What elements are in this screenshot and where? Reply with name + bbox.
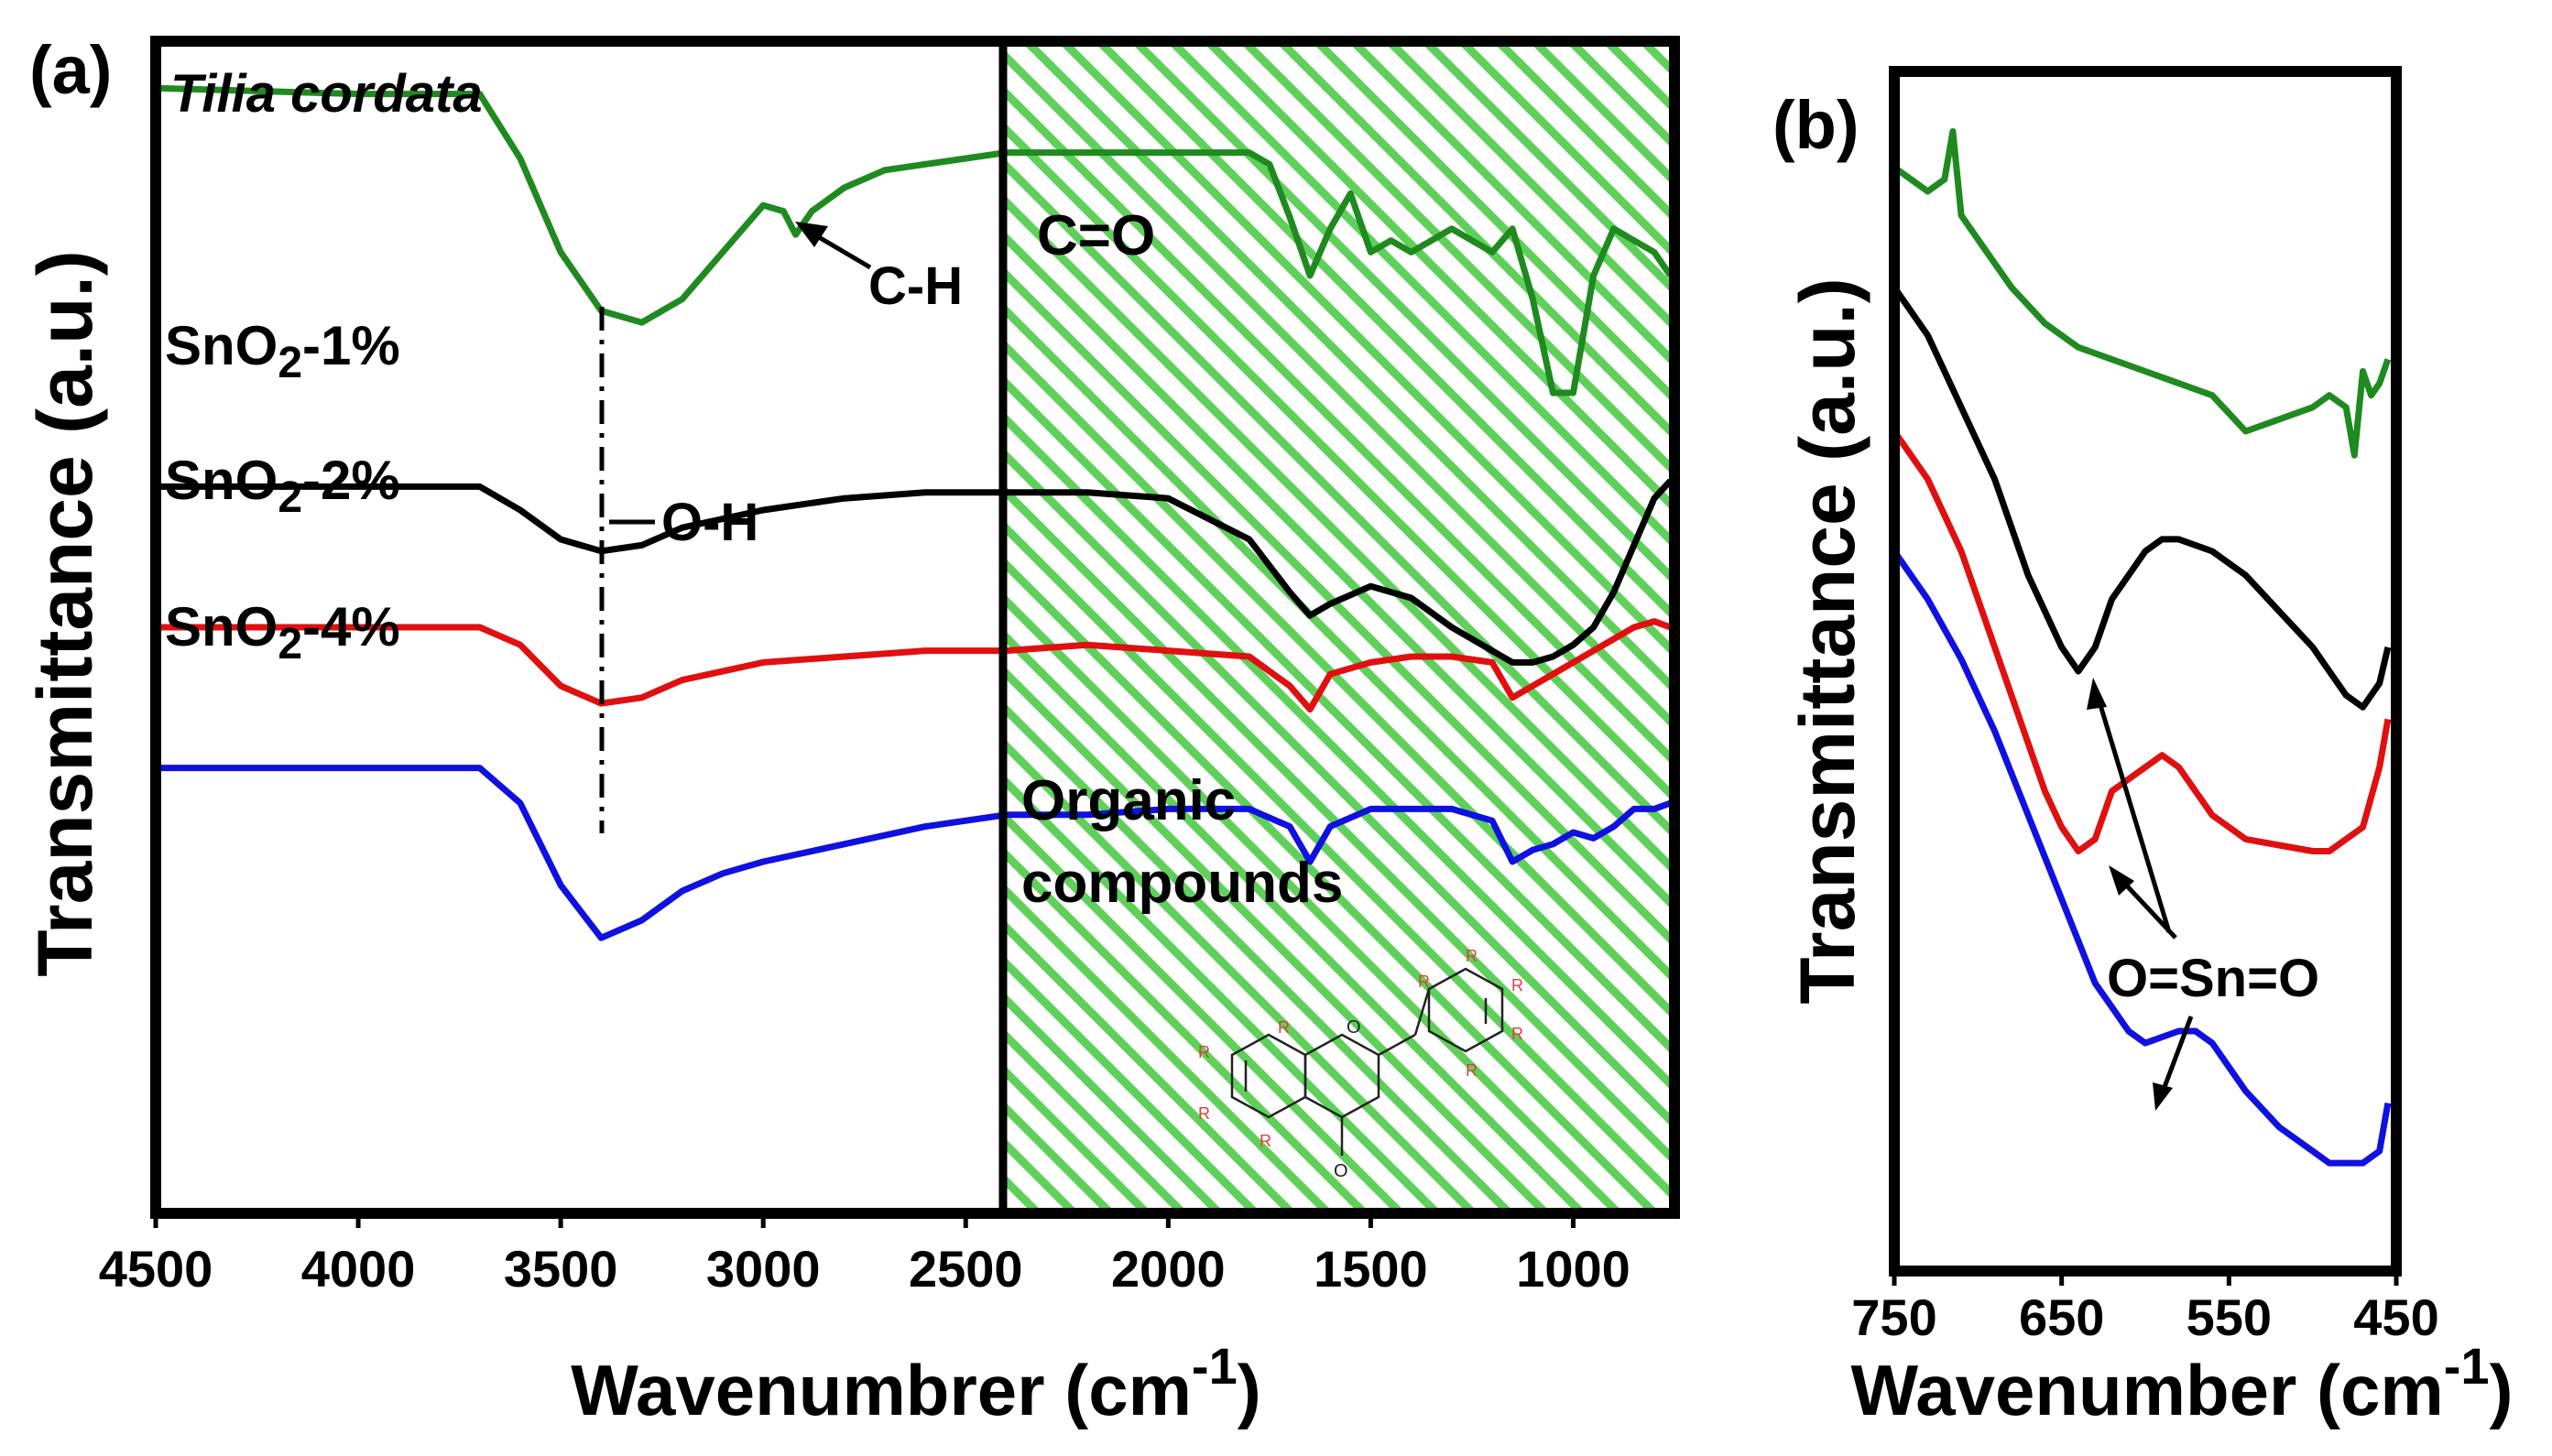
series-label-sno2-4: SnO2-4% — [165, 596, 400, 668]
svg-text:R: R — [1198, 1043, 1210, 1061]
sno-arrow-3-line — [2159, 1016, 2194, 1095]
panel-a-tick-label-0: 4500 — [99, 1240, 213, 1298]
sno-arrow-2-line — [2119, 877, 2177, 940]
panel-b-y-axis-label: Transmittance (a.u.) — [1784, 277, 1870, 1005]
panel-b-frame — [1889, 66, 2402, 1277]
series-label-sno2-1: SnO2-1% — [165, 315, 400, 387]
panel-b-series-line-0 — [1892, 128, 2392, 459]
panel-a-series-line-3 — [156, 765, 1672, 941]
sno-arrow-1-head — [2087, 678, 2107, 710]
annotation-compounds: compounds — [1021, 852, 1343, 915]
panel-a-tick-label-7: 1000 — [1516, 1240, 1630, 1298]
svg-text:R: R — [1511, 1025, 1523, 1043]
panel-b-label: (b) — [1772, 87, 1859, 163]
panel-a-frame — [150, 36, 1680, 1219]
panel-a-tick-label-4: 2500 — [909, 1240, 1023, 1298]
series-label-sno2-2: SnO2-2% — [165, 450, 400, 522]
svg-text:R: R — [1418, 972, 1430, 991]
sno-arrow-2-head — [2109, 865, 2134, 896]
flavonoid-structure-image: R R R R R R R R R O O — [1198, 947, 1523, 1181]
panel-a-tick-label-2: 3500 — [504, 1240, 618, 1298]
panel-b-x-axis-label: Wavenumber (cm-1) — [1850, 1337, 2513, 1430]
annotation-ch: C-H — [868, 256, 963, 316]
panel-b-series-line-3 — [1892, 549, 2392, 1167]
panel-a-tick-label-3: 3000 — [706, 1240, 821, 1298]
svg-text:O: O — [1347, 1017, 1361, 1038]
svg-text:R: R — [1260, 1132, 1271, 1150]
panel-a-tick-label-6: 1500 — [1314, 1240, 1428, 1298]
panel-a-hatch-region — [1003, 41, 1674, 1213]
svg-text:O: O — [1334, 1161, 1348, 1181]
sno-arrow-3-head — [2153, 1082, 2173, 1111]
panel-a-series-line-0 — [155, 84, 1674, 397]
panel-a-tick-label-1: 4000 — [301, 1240, 416, 1298]
panel-b: 750 650 550 450 (b) O=Sn=O Transmittance (a… — [1772, 66, 2514, 1430]
svg-text:R: R — [1466, 1061, 1478, 1080]
annotation-organic: Organic — [1021, 769, 1236, 832]
sno-arrow-1-line — [2095, 695, 2172, 933]
panel-b-tick-label-3: 450 — [2353, 1288, 2438, 1346]
panel-a-label: (a) — [29, 32, 112, 108]
annotation-oh: O-H — [661, 493, 758, 552]
panel-a: 4500 4000 3500 3000 2500 2000 1500 1000 (a) Til… — [22, 32, 1680, 1430]
panel-a-y-axis-label: Transmittance (a.u.) — [22, 250, 108, 977]
panel-b-x-ticks: 750 650 550 450 — [1851, 1271, 2439, 1346]
panel-b-tick-label-0: 750 — [1851, 1288, 1936, 1346]
svg-text:R: R — [1278, 1018, 1290, 1037]
annotation-o-sn-o: O=Sn=O — [2107, 949, 2319, 1008]
panel-a-title: Tilia cordata — [170, 64, 483, 124]
panel-a-x-ticks: 4500 4000 3500 3000 2500 2000 1500 1000 — [99, 1213, 1630, 1298]
annotation-co: C=O — [1037, 204, 1155, 267]
panel-b-tick-label-1: 650 — [2019, 1288, 2104, 1346]
svg-text:R: R — [1511, 976, 1523, 994]
panel-b-series-line-1 — [1892, 285, 2392, 711]
panel-b-tick-label-2: 550 — [2187, 1288, 2272, 1346]
svg-text:R: R — [1466, 947, 1478, 965]
panel-a-tick-label-5: 2000 — [1111, 1240, 1226, 1298]
panel-b-series-group — [1892, 128, 2392, 1167]
panel-b-series-line-2 — [1892, 429, 2392, 854]
panel-a-x-axis-label: Wavenumbrer (cm-1) — [571, 1337, 1260, 1430]
svg-text:R: R — [1198, 1104, 1210, 1123]
ch-arrow-head — [795, 222, 828, 247]
